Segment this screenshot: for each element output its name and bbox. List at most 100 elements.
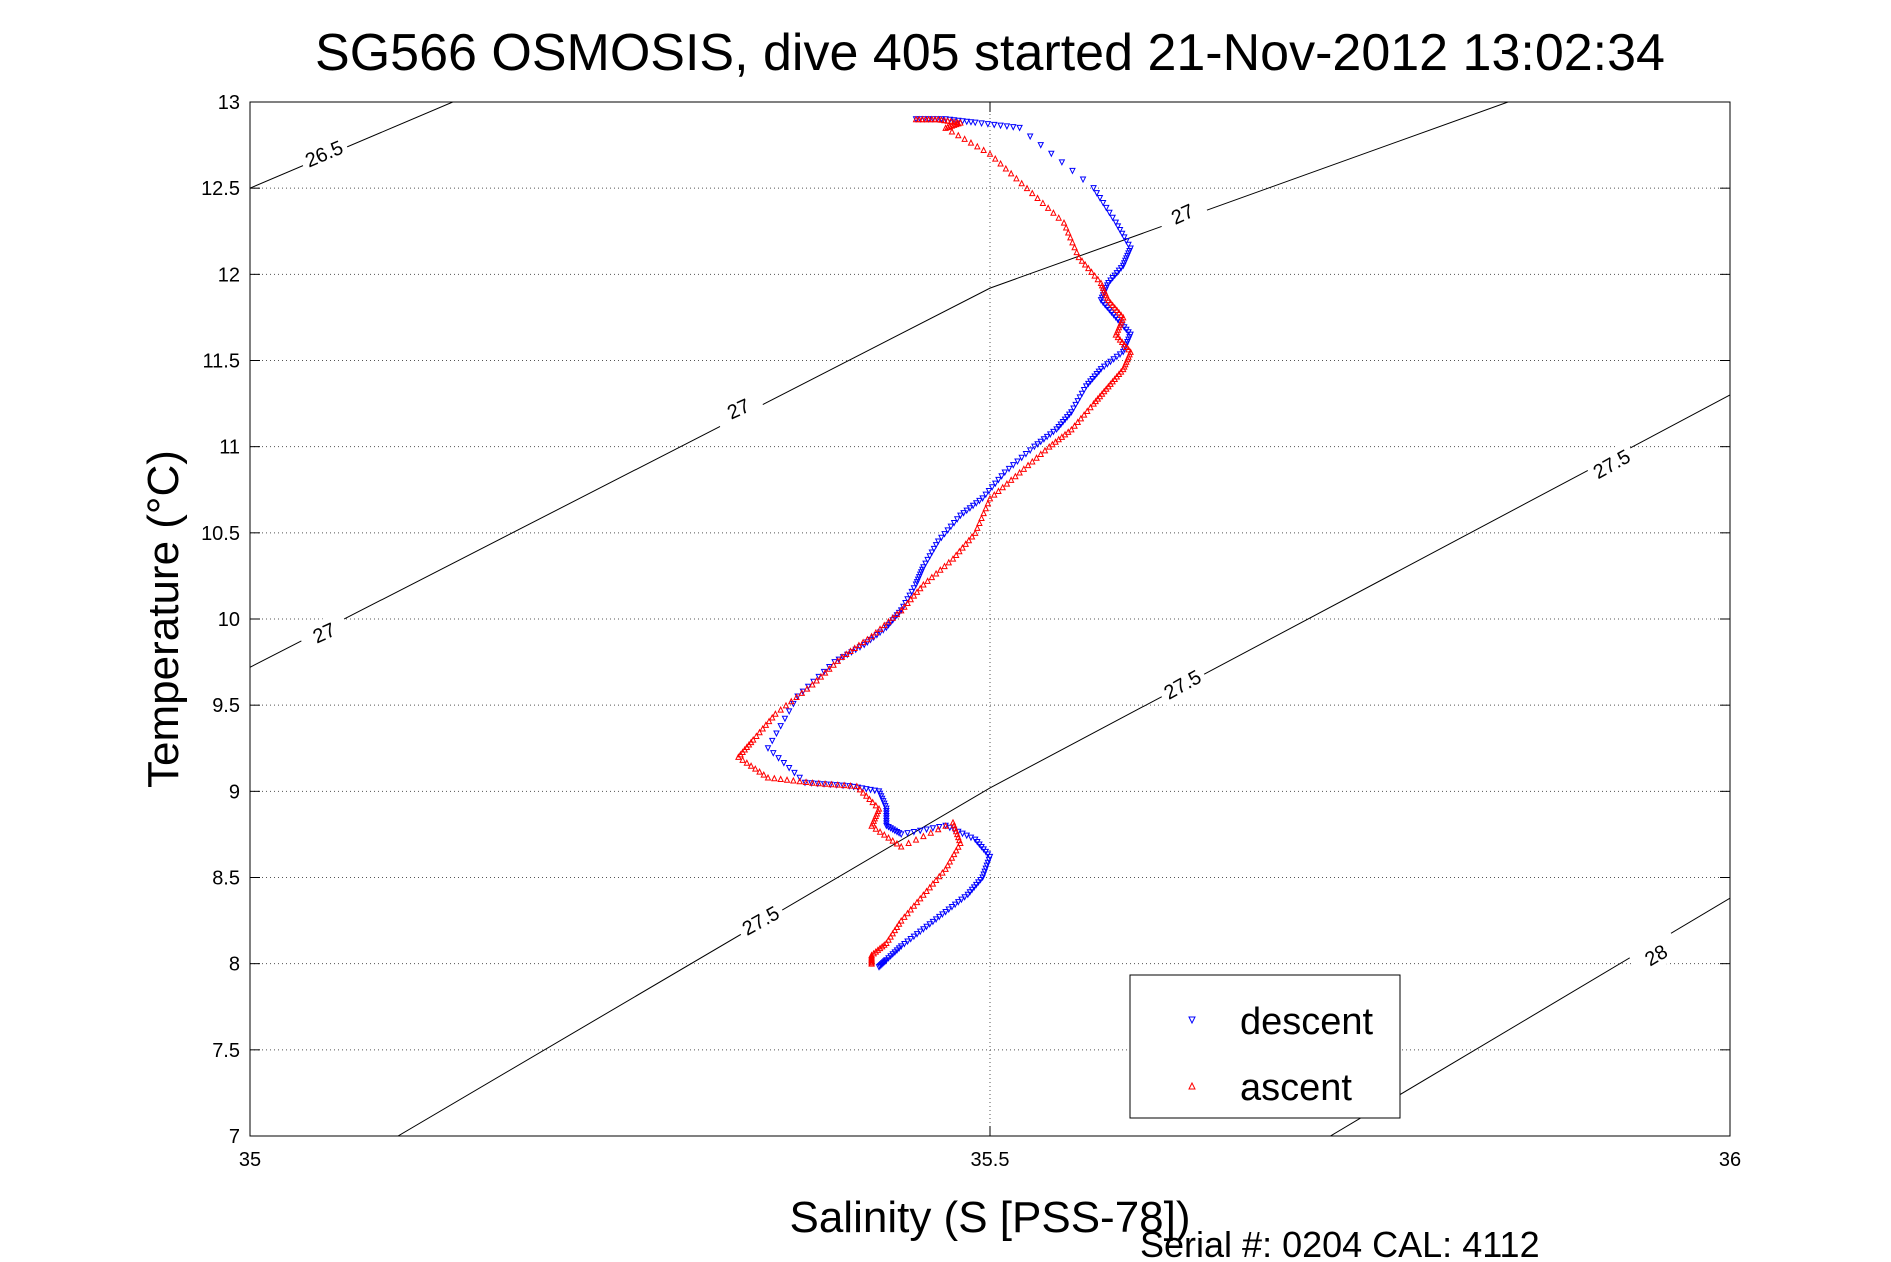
descent-interp-point: [984, 851, 992, 858]
descent-interp-point: [891, 949, 899, 956]
ascent-interp-point: [907, 595, 915, 603]
ascent-interp-point: [941, 116, 948, 124]
descent-interp-point: [1072, 401, 1079, 409]
descent-interp-point: [814, 780, 821, 788]
descent-interp-point: [1123, 238, 1130, 245]
ascent-interp-point: [1088, 268, 1095, 275]
ascent-interp-point: [1067, 233, 1074, 241]
ascent-interp-point: [999, 483, 1006, 491]
y-tick-label: 13: [218, 92, 240, 114]
density-contour-line: [397, 394, 1730, 1136]
ascent-point: [912, 115, 920, 123]
ascent-point: [942, 124, 949, 131]
ascent-interp-point: [934, 825, 942, 833]
ascent-interp-point: [952, 551, 960, 558]
descent-interp-point: [769, 750, 777, 757]
ascent-interp-point: [1094, 275, 1102, 283]
ascent-interp-point: [904, 909, 911, 917]
ascent-interp-point: [885, 617, 892, 625]
ascent-interp-point: [1037, 450, 1045, 458]
y-axis-label: Temperature (°C): [139, 450, 188, 788]
ascent-interp-point: [1061, 430, 1069, 438]
descent-interp-point: [1118, 230, 1126, 238]
descent-interp-point: [768, 737, 776, 745]
descent-interp-point: [893, 947, 901, 954]
descent-interp-point: [953, 516, 961, 523]
descent-interp-point: [932, 542, 940, 549]
ascent-interp-point: [901, 913, 908, 920]
ascent-interp-point: [962, 540, 969, 547]
ascent-interp-point: [1109, 301, 1116, 309]
y-tick-label: 12.5: [201, 178, 240, 200]
descent-interp-point: [895, 945, 903, 953]
ascent-point: [986, 150, 994, 157]
ascent-interp-point: [916, 894, 924, 902]
ascent-interp-point: [739, 756, 746, 763]
ascent-interp-point: [928, 573, 936, 581]
ascent-interp-point: [967, 139, 975, 146]
ascent-interp-point: [796, 777, 804, 785]
ascent-interp-point: [869, 819, 876, 827]
ascent-interp-point: [1062, 223, 1070, 231]
ascent-interp-point: [946, 857, 954, 865]
ascent-interp-point: [1028, 457, 1036, 465]
ascent-interp-point: [995, 487, 1002, 494]
descent-interp-point: [1014, 458, 1021, 466]
grid: [250, 102, 1730, 1136]
contour-label-bg: [296, 611, 352, 655]
descent-interp-point: [997, 122, 1004, 130]
ascent-interp-point: [885, 833, 892, 841]
descent-interp-point: [923, 826, 930, 834]
ascent-interp-point: [1034, 194, 1041, 202]
ascent-interp-point: [1123, 343, 1130, 350]
ascent-interp-point: [868, 956, 875, 963]
ascent-interp-point: [965, 536, 973, 544]
ascent-point: [949, 555, 957, 562]
ascent-interp-point: [893, 610, 901, 618]
descent-interp-point: [1018, 454, 1026, 462]
ascent-interp-point: [847, 647, 854, 655]
y-tick-label: 10.5: [201, 523, 240, 545]
ascent-interp-point: [1064, 228, 1072, 236]
descent-interp-point: [893, 828, 901, 836]
descent-interp-point: [1005, 465, 1013, 473]
ascent-interp-point: [866, 795, 873, 802]
ascent-interp-point: [756, 768, 763, 775]
descent-interp-point: [820, 781, 828, 788]
ascent-interp-point: [1069, 238, 1076, 246]
ascent-interp-point: [912, 835, 920, 843]
ascent-interp-point: [974, 142, 981, 150]
ascent-interp-point: [1125, 345, 1132, 353]
descent-interp-point: [1070, 405, 1077, 413]
ascent-interp-point: [741, 745, 749, 753]
ascent-point: [1075, 253, 1083, 261]
ascent-interp-point: [910, 902, 918, 909]
density-contours: [250, 102, 1730, 1136]
contour-label-bg: [1155, 661, 1210, 708]
ascent-interp-point: [913, 898, 921, 906]
descent-interp-point: [1074, 398, 1082, 405]
ascent-interp-point: [990, 491, 998, 498]
ascent-interp-point: [1120, 363, 1128, 370]
ascent-interp-point: [847, 782, 854, 789]
ascent-interp-point: [910, 591, 918, 599]
ascent-interp-point: [765, 717, 773, 725]
ascent-interp-point: [956, 836, 963, 844]
ascent-interp-point: [952, 846, 960, 854]
ascent-interp-point: [876, 828, 884, 835]
descent-interp-point: [998, 473, 1005, 480]
descent-interp-point: [1107, 277, 1114, 285]
legend-label-descent: descent: [1240, 1001, 1374, 1043]
ascent-interp-point: [935, 872, 943, 880]
descent-point: [1082, 383, 1090, 390]
ascent-point: [809, 680, 816, 688]
descent-interp-point: [808, 780, 815, 787]
ascent-interp-point: [913, 588, 921, 595]
descent-point: [846, 783, 853, 790]
series-ascent: [735, 115, 1134, 967]
descent-interp-point: [928, 549, 936, 557]
descent-interp-point: [908, 588, 916, 596]
descent-point: [934, 538, 942, 546]
ascent-interp-point: [932, 569, 940, 577]
